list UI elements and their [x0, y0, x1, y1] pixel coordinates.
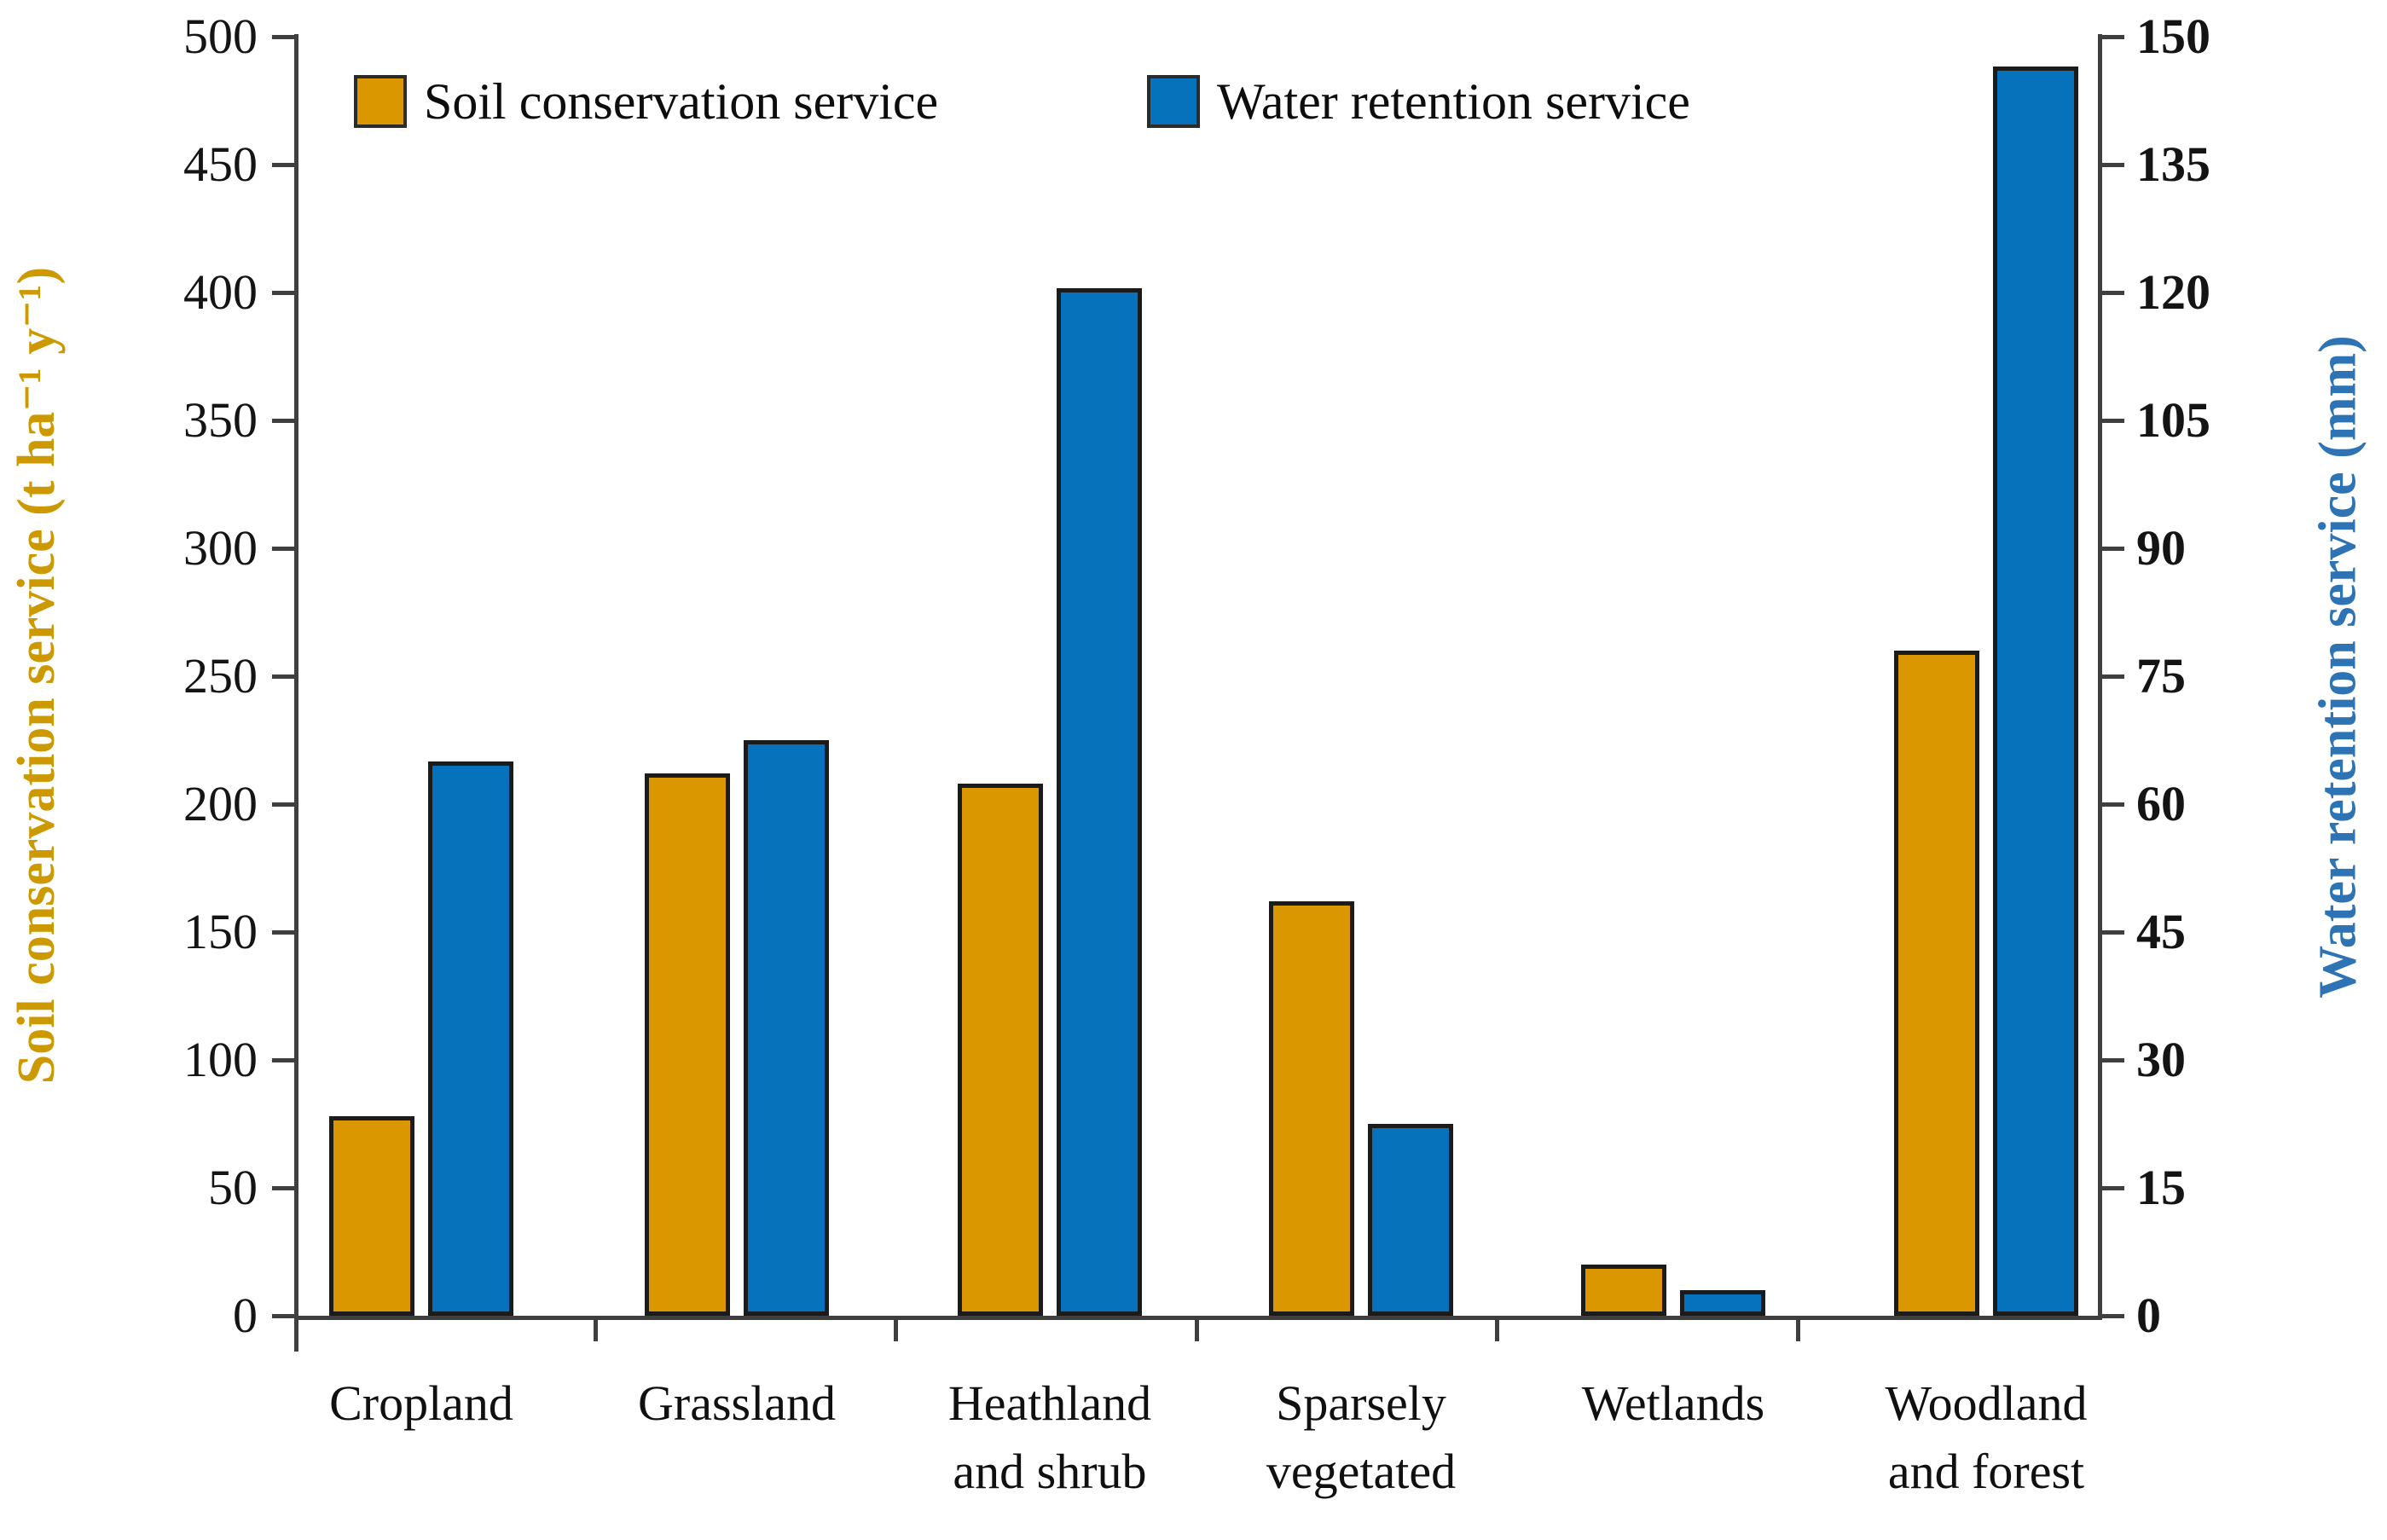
bar-soil-conservation [1894, 651, 1979, 1316]
right-axis-tick [2102, 547, 2124, 551]
right-axis-tick [2102, 35, 2124, 39]
legend-swatch-soil [354, 75, 407, 128]
category-label: Woodland and forest [1807, 1369, 2165, 1506]
category-label-line: Cropland [329, 1375, 513, 1431]
left-axis-tick [272, 1314, 294, 1318]
right-axis-tick-label: 105 [2136, 392, 2210, 448]
bar-soil-conservation [958, 784, 1043, 1316]
left-axis-tick [272, 419, 294, 423]
legend-swatch-water [1147, 75, 1200, 128]
category-label-line: Woodland [1885, 1375, 2088, 1431]
legend-label-water: Water retention service [1217, 73, 1690, 130]
left-axis-tick [272, 291, 294, 295]
left-axis-tick [272, 802, 294, 807]
left-axis-tick-label: 400 [183, 264, 258, 320]
left-axis-tick [272, 930, 294, 935]
right-axis-tick [2102, 419, 2124, 423]
x-axis-tick [1795, 1316, 1800, 1341]
left-axis-tick [272, 674, 294, 679]
left-axis-tick [272, 1058, 294, 1062]
right-axis-line [2098, 34, 2102, 1320]
right-axis-tick [2102, 1186, 2124, 1190]
left-axis-tick-label: 50 [208, 1160, 258, 1215]
left-axis-tick-label: 0 [233, 1288, 258, 1343]
right-axis-tick-label: 0 [2136, 1288, 2161, 1343]
right-axis-tick-label: 60 [2136, 776, 2186, 831]
bar-water-retention [744, 740, 829, 1316]
right-axis-tick [2102, 802, 2124, 807]
right-axis-tick [2102, 1058, 2124, 1062]
right-axis-tick-label: 150 [2136, 9, 2210, 64]
right-axis-tick [2102, 163, 2124, 167]
bar-soil-conservation [329, 1116, 414, 1316]
right-axis-tick [2102, 674, 2124, 679]
category-label: Sparsely vegetated [1182, 1369, 1540, 1506]
right-axis-tick-label: 120 [2136, 264, 2210, 320]
bar-water-retention [1680, 1290, 1765, 1316]
category-label-line: Wetlands [1581, 1375, 1765, 1431]
x-axis-tick [593, 1316, 598, 1341]
right-axis-tick-label: 135 [2136, 136, 2210, 192]
bar-soil-conservation [645, 773, 730, 1316]
category-label: Grassland [558, 1369, 916, 1438]
bar-water-retention [1368, 1124, 1453, 1316]
left-axis-tick-label: 350 [183, 392, 258, 448]
left-axis-tick-label: 450 [183, 136, 258, 192]
category-label: Cropland [242, 1369, 600, 1438]
x-axis-tick [894, 1316, 898, 1341]
right-axis-tick-label: 45 [2136, 904, 2186, 959]
left-axis-tick-label: 200 [183, 776, 258, 831]
category-label-line: Heathland [947, 1375, 1152, 1431]
x-axis-tick [1194, 1316, 1199, 1341]
legend-label-soil: Soil conservation service [424, 73, 939, 130]
left-axis-tick-label: 250 [183, 648, 258, 703]
category-label-line: and shrub [953, 1444, 1147, 1499]
bar-water-retention [1993, 67, 2078, 1316]
left-axis-tick-label: 300 [183, 520, 258, 576]
x-axis-tick [1495, 1316, 1499, 1341]
left-axis-tick-label: 100 [183, 1032, 258, 1087]
right-axis-tick [2102, 291, 2124, 295]
category-label: Heathland and shrub [871, 1369, 1229, 1506]
right-axis-tick [2102, 930, 2124, 935]
left-axis-tick [272, 35, 294, 39]
right-axis-tick-label: 75 [2136, 648, 2186, 703]
left-axis-tick-label: 150 [183, 904, 258, 959]
right-axis-tick-label: 90 [2136, 520, 2186, 576]
category-label-line: Sparsely [1276, 1375, 1446, 1431]
left-axis-line [294, 34, 298, 1352]
bar-soil-conservation [1581, 1265, 1666, 1316]
bar-soil-conservation [1269, 901, 1354, 1316]
left-axis-tick [272, 1186, 294, 1190]
right-axis-tick-label: 15 [2136, 1160, 2186, 1215]
right-axis-tick [2102, 1314, 2124, 1318]
right-axis-tick-label: 30 [2136, 1032, 2186, 1087]
bar-water-retention [1057, 288, 1142, 1316]
category-label: Wetlands [1494, 1369, 1852, 1438]
bar-water-retention [428, 761, 513, 1316]
left-axis-title: Soil conservation service (t ha⁻¹ y⁻¹) [8, 266, 66, 1085]
left-axis-tick [272, 163, 294, 167]
category-label-line: Grassland [638, 1375, 836, 1431]
category-label-line: and forest [1887, 1444, 2085, 1499]
category-label-line: vegetated [1266, 1444, 1457, 1499]
left-axis-tick-label: 500 [183, 9, 258, 64]
left-axis-tick [272, 547, 294, 551]
